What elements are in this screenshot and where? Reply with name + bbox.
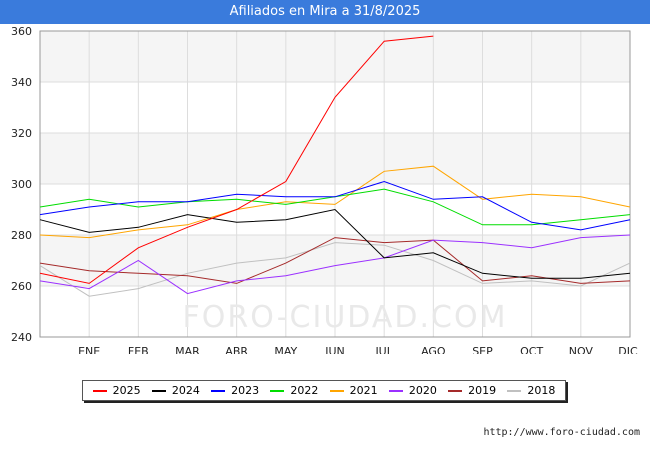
legend-swatch xyxy=(151,389,166,392)
y-tick-label: 360 xyxy=(11,25,32,38)
chart-title: Afiliados en Mira a 31/8/2025 xyxy=(0,0,650,24)
series-line-2018 xyxy=(39,242,631,297)
x-tick-label: MAR xyxy=(175,345,200,354)
watermark: FORO-CIUDAD.COM xyxy=(183,300,508,335)
y-tick-label: 340 xyxy=(11,76,32,89)
series-line-2019 xyxy=(39,237,631,284)
x-tick-label: AGO xyxy=(421,345,446,354)
source-url[interactable]: http://www.foro-ciudad.com xyxy=(483,427,640,438)
y-tick-label: 260 xyxy=(11,280,32,293)
legend-item-2023: 2023 xyxy=(211,384,259,397)
x-tick-label: NOV xyxy=(569,345,594,354)
legend-swatch xyxy=(388,389,403,392)
plot-frame xyxy=(39,30,631,338)
legend-label: 2019 xyxy=(468,384,497,397)
x-tick-label: JUN xyxy=(324,345,345,354)
legend-item-2025: 2025 xyxy=(92,384,141,397)
legend-label: 2021 xyxy=(349,384,378,397)
legend-item-2019: 2019 xyxy=(448,384,496,397)
legend-label: 2022 xyxy=(290,384,319,397)
x-tick-label: MAY xyxy=(274,345,297,354)
legend-item-2024: 2024 xyxy=(151,384,200,397)
y-tick-label: 280 xyxy=(11,229,32,242)
legend-item-2020: 2020 xyxy=(388,384,437,397)
x-tick-label: ENE xyxy=(78,345,100,354)
legend-swatch xyxy=(507,389,522,392)
legend-item-2018: 2018 xyxy=(507,384,555,397)
chart-legend: 2025 2024 2023 2022 2021 2020 2019 2018 xyxy=(82,380,566,401)
legend-swatch xyxy=(329,389,344,392)
series-line-2023 xyxy=(39,180,631,231)
legend-swatch xyxy=(92,389,107,392)
series-line-2021 xyxy=(39,165,631,239)
legend-label: 2025 xyxy=(112,384,141,397)
x-tick-label: OCT xyxy=(520,345,543,354)
x-tick-label: ABR xyxy=(225,345,248,354)
legend-item-2022: 2022 xyxy=(270,384,318,397)
legend-item-2021: 2021 xyxy=(329,384,378,397)
legend-label: 2023 xyxy=(231,384,260,397)
series-line-2025 xyxy=(39,35,434,284)
x-tick-label: SEP xyxy=(472,345,493,354)
legend-label: 2020 xyxy=(408,384,437,397)
legend-swatch xyxy=(448,389,463,392)
x-tick-label: FEB xyxy=(128,345,149,354)
legend-label: 2018 xyxy=(527,384,556,397)
x-tick-label: DIC xyxy=(618,345,638,354)
line-chart: 240 260 280 300 320 340 360 ENE FEB MAR ABR MAY JUN J… xyxy=(11,25,638,354)
y-tick-label: 320 xyxy=(11,127,32,140)
legend-swatch xyxy=(211,389,226,392)
y-tick-label: 300 xyxy=(11,178,32,191)
legend-label: 2024 xyxy=(171,384,200,397)
series-line-2024 xyxy=(39,208,631,279)
series-line-2020 xyxy=(39,234,631,295)
legend-swatch xyxy=(270,389,285,392)
y-tick-label: 240 xyxy=(11,331,32,344)
x-tick-label: JUL xyxy=(374,345,393,354)
